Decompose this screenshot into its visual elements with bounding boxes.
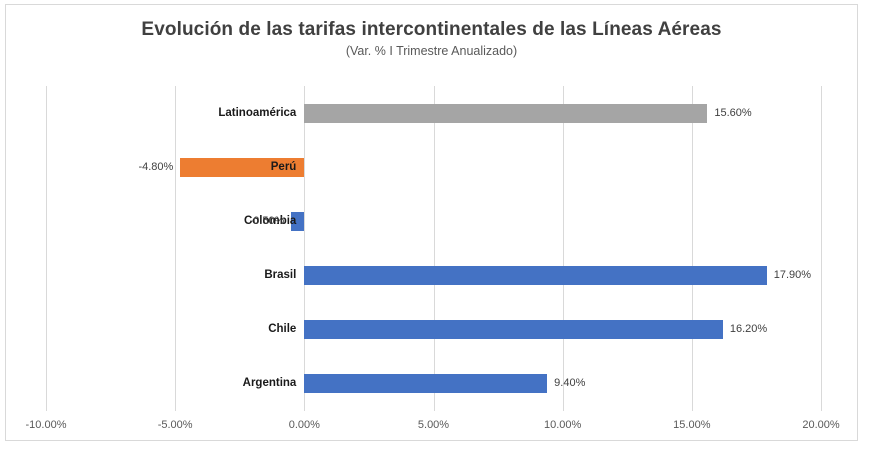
x-tick-label: 20.00%	[802, 419, 840, 431]
category-label-colombia: Colombia	[243, 214, 297, 227]
bar-argentina	[304, 374, 548, 394]
bar-chile	[304, 320, 723, 340]
bar-peru	[180, 157, 305, 177]
chart-title: Evolución de las tarifas intercontinenta…	[141, 19, 722, 40]
category-label-argentina: Argentina	[242, 377, 297, 390]
value-label-brasil: 17.90%	[773, 269, 812, 282]
x-tick-label: 15.00%	[673, 419, 711, 431]
x-tick-label: 10.00%	[544, 419, 582, 431]
gridline	[46, 86, 47, 411]
category-label-peru: Perú	[270, 160, 297, 173]
bar-colombia	[291, 211, 305, 231]
bar-latinoamerica	[304, 103, 708, 123]
value-label-latinoamerica: 15.60%	[714, 106, 752, 119]
x-tick-label: -10.00%	[25, 419, 67, 431]
chart-subtitle: (Var. % I Trimestre Anualizado)	[345, 44, 518, 58]
gridline	[691, 86, 693, 411]
value-label-colombia: -0.50%	[249, 214, 285, 227]
x-tick-label: 0.00%	[288, 419, 320, 431]
x-tick-label: -5.00%	[157, 419, 193, 431]
gridline	[175, 86, 177, 411]
gridline	[304, 86, 306, 411]
x-axis: -10.00% -5.00% 0.00% 5.00% 10.00% 15.00% 20.00…	[26, 419, 840, 439]
gridline	[562, 86, 564, 411]
value-label-chile: 16.20%	[729, 323, 768, 336]
x-tick-label: 5.00%	[417, 419, 450, 431]
bar-brasil	[304, 266, 767, 286]
value-label-argentina: 9.40%	[554, 377, 586, 390]
category-label-latinoamerica: Latinoamérica	[218, 106, 297, 119]
plot-area: Latinoamérica 15.60% Perú -4.80% Colombia -0.…	[46, 86, 822, 411]
gridline	[433, 86, 435, 411]
gridline	[821, 86, 822, 411]
value-label-peru: -4.80%	[138, 160, 174, 173]
category-label-brasil: Brasil	[264, 269, 297, 282]
category-label-chile: Chile	[268, 323, 297, 336]
chart-frame: Evolución de las tarifas intercontinenta…	[5, 4, 858, 441]
